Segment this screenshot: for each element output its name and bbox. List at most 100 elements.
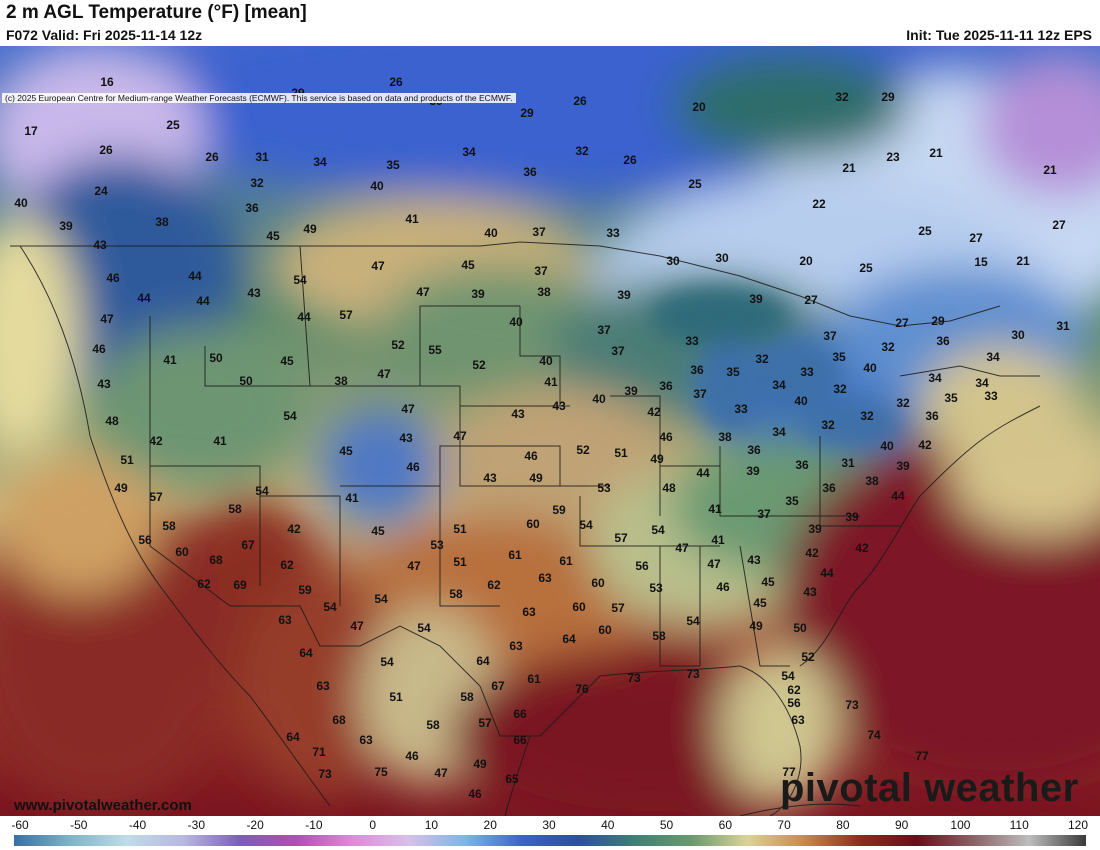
temperature-label: 39	[617, 288, 631, 302]
temperature-label: 58	[228, 502, 242, 516]
temperature-label: 33	[734, 402, 748, 416]
temperature-label: 27	[1052, 218, 1066, 232]
temperature-label: 49	[114, 481, 128, 495]
color-legend-tick: -50	[70, 818, 88, 832]
temperature-label: 37	[757, 507, 771, 521]
temperature-label: 47	[100, 312, 114, 326]
temperature-label: 63	[538, 571, 552, 585]
lake-water	[650, 286, 900, 446]
temperature-label: 59	[552, 503, 566, 517]
temperature-label: 47	[401, 402, 415, 416]
temperature-label: 41	[345, 491, 359, 505]
temperature-label: 33	[606, 226, 620, 240]
temperature-label: 62	[280, 558, 294, 572]
temperature-label: 49	[303, 222, 317, 236]
temperature-label: 39	[471, 287, 485, 301]
temperature-label: 35	[785, 494, 799, 508]
temperature-label: 44	[891, 489, 905, 503]
temperature-label: 63	[791, 713, 805, 727]
temperature-label: 21	[1043, 163, 1057, 177]
temperature-label: 45	[753, 596, 767, 610]
temperature-label: 40	[539, 354, 553, 368]
temperature-label: 43	[483, 471, 497, 485]
temperature-map[interactable]: 1626293026203229172529262631343534322623…	[0, 46, 1100, 816]
temperature-label: 30	[1011, 328, 1025, 342]
temperature-label: 38	[537, 285, 551, 299]
temperature-label: 58	[460, 690, 474, 704]
temperature-label: 54	[374, 592, 388, 606]
temperature-label: 67	[241, 538, 255, 552]
temperature-label: 39	[59, 219, 73, 233]
temperature-label: 73	[627, 671, 641, 685]
color-legend-tick: -40	[128, 818, 147, 832]
temperature-label: 34	[975, 376, 989, 390]
temperature-label: 53	[649, 581, 663, 595]
brand-logo: pivotal weather	[780, 766, 1079, 810]
temperature-label: 67	[491, 679, 505, 693]
temperature-label: 62	[197, 577, 211, 591]
color-legend-tick: 100	[950, 818, 971, 832]
temperature-label: 52	[576, 443, 590, 457]
temperature-label: 68	[332, 713, 346, 727]
color-legend-tick: 40	[601, 818, 615, 832]
temperature-label: 32	[821, 418, 835, 432]
temperature-label: 21	[929, 146, 943, 160]
temperature-label: 48	[662, 481, 676, 495]
temperature-label: 34	[986, 350, 1000, 364]
temperature-label: 51	[614, 446, 628, 460]
temperature-label: 64	[476, 654, 490, 668]
color-legend-tick: 110	[1009, 818, 1029, 832]
temperature-label: 47	[371, 259, 385, 273]
copyright-notice: (c) 2025 European Centre for Medium-rang…	[2, 93, 516, 103]
website-link[interactable]: www.pivotalweather.com	[14, 797, 192, 814]
temperature-label: 43	[97, 377, 111, 391]
temperature-label: 77	[782, 765, 796, 779]
temperature-label: 47	[434, 766, 448, 780]
temperature-label: 46	[405, 749, 419, 763]
temperature-label: 46	[716, 580, 730, 594]
temperature-label: 66	[513, 707, 527, 721]
temperature-label: 60	[526, 517, 540, 531]
temperature-label: 64	[299, 646, 313, 660]
temperature-label: 23	[886, 150, 900, 164]
temperature-label: 40	[370, 179, 384, 193]
temperature-label: 41	[711, 533, 725, 547]
temperature-label: 30	[715, 251, 729, 265]
color-legend-tick: 50	[659, 818, 674, 832]
temperature-label: 27	[804, 293, 818, 307]
temperature-label: 47	[350, 619, 364, 633]
temperature-label: 57	[614, 531, 628, 545]
temperature-label: 37	[611, 344, 625, 358]
temperature-label: 44	[188, 269, 202, 283]
temperature-label: 51	[389, 690, 403, 704]
temperature-label: 25	[688, 177, 702, 191]
temperature-label: 54	[283, 409, 297, 423]
temperature-label: 25	[918, 224, 932, 238]
temperature-label: 53	[597, 481, 611, 495]
temperature-label: 52	[391, 338, 405, 352]
temperature-label: 32	[835, 90, 849, 104]
temperature-label: 38	[718, 430, 732, 444]
temperature-label: 55	[428, 343, 442, 357]
color-legend-tick: 10	[424, 818, 439, 832]
temperature-label: 47	[675, 541, 689, 555]
temperature-label: 44	[297, 310, 311, 324]
temperature-label: 47	[377, 367, 391, 381]
temperature-label: 43	[747, 553, 761, 567]
temperature-label: 37	[532, 225, 546, 239]
temperature-label: 56	[138, 533, 152, 547]
temperature-label: 46	[106, 271, 120, 285]
temperature-label: 36	[925, 409, 939, 423]
temperature-label: 45	[461, 258, 475, 272]
temperature-label: 41	[163, 353, 177, 367]
temperature-label: 49	[749, 619, 763, 633]
temperature-label: 54	[651, 523, 665, 537]
temperature-label: 32	[860, 409, 874, 423]
temperature-label: 35	[726, 365, 740, 379]
temperature-label: 46	[524, 449, 538, 463]
color-legend-tick: -60	[11, 818, 29, 832]
temperature-label: 54	[781, 669, 795, 683]
temperature-label: 41	[544, 375, 558, 389]
temperature-label: 57	[478, 716, 492, 730]
temperature-label: 29	[520, 106, 534, 120]
